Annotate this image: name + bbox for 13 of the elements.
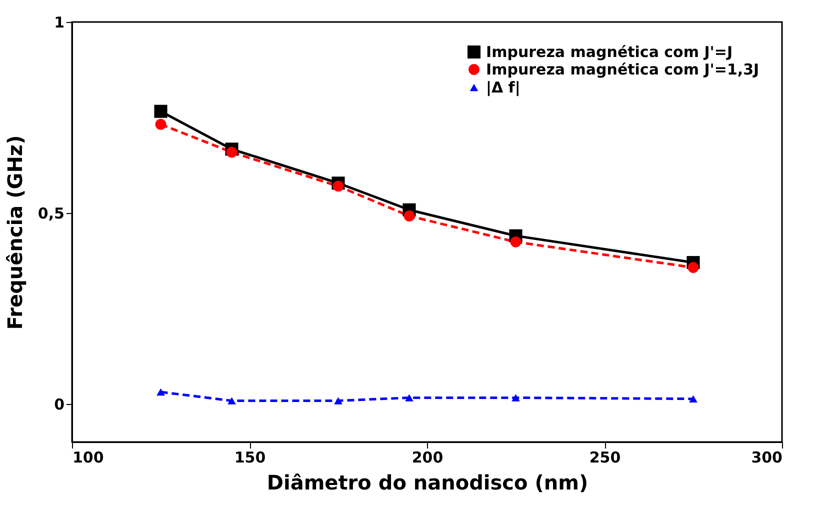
y-tick-label: 0,5 xyxy=(38,204,64,222)
legend-label: |Δ f| xyxy=(486,78,520,96)
legend-label: Impureza magnética com J'=J xyxy=(486,43,733,61)
x-tick-label: 100 xyxy=(72,448,104,466)
x-tick-label: 300 xyxy=(751,448,782,466)
x-tick-label: 250 xyxy=(589,448,621,466)
y-tick-label: 1 xyxy=(54,14,64,32)
y-axis-title: Frequência (GHz) xyxy=(2,135,27,330)
x-axis-title: Diâmetro do nanodisco (nm) xyxy=(266,470,588,494)
x-tick-label: 150 xyxy=(234,448,266,466)
legend-label: Impureza magnética com J'=1,3J xyxy=(486,60,760,78)
x-tick-label: 200 xyxy=(412,448,444,466)
y-tick-label: 0 xyxy=(54,395,64,414)
